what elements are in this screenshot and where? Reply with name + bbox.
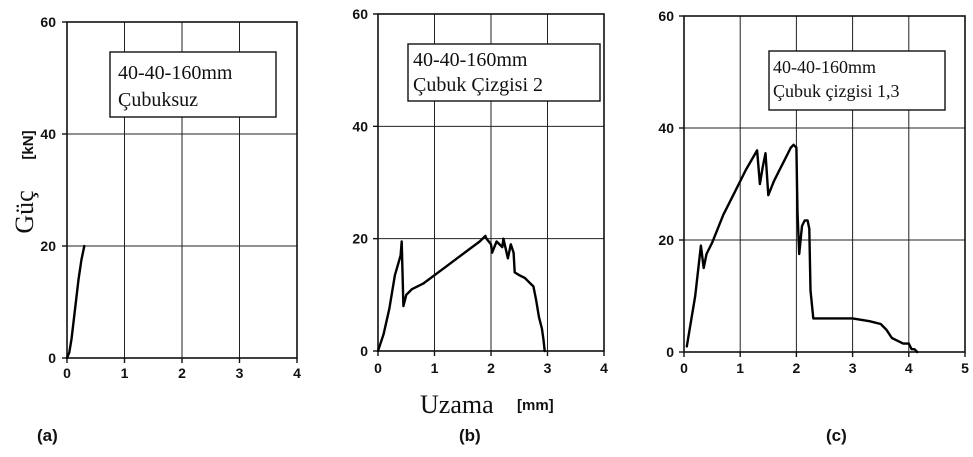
- annotation-box: [109, 51, 277, 118]
- x-tick-label: 0: [63, 365, 71, 381]
- y-tick-label: 40: [40, 126, 56, 142]
- y-tick-label: 60: [658, 8, 674, 24]
- x-tick-label: 3: [544, 360, 552, 376]
- y-tick-label: 20: [40, 238, 56, 254]
- x-tick-label: 2: [487, 360, 495, 376]
- series-line: [685, 143, 919, 354]
- panel-c: 0 1 2 3 4 5 0 20 40 60 40-40-160mm Çubuk çizgisi 1,…: [658, 8, 969, 445]
- y-axis-title: Güç: [10, 190, 39, 233]
- annotation-text: 40-40-160mm: [773, 57, 876, 77]
- x-tick-label: 4: [905, 360, 913, 376]
- y-tick-label: 40: [658, 120, 674, 136]
- y-tick-label: 0: [48, 350, 56, 366]
- x-tick-label: 0: [680, 360, 688, 376]
- annotation-text: 40-40-160mm: [413, 49, 528, 71]
- annotation-text: Çubuksuz: [118, 89, 198, 111]
- annotation-box: [407, 43, 601, 102]
- panel-label: (b): [459, 426, 481, 445]
- x-tick-label: 4: [600, 360, 608, 376]
- plot-frame: [683, 15, 966, 353]
- x-tick-label: 2: [793, 360, 801, 376]
- y-tick-label: 0: [666, 344, 674, 360]
- annotation-text: 40-40-160mm: [118, 62, 233, 84]
- annotation-text: Çubuk Çizgisi 2: [413, 74, 543, 96]
- y-axis-unit: [kN]: [20, 130, 37, 159]
- series-line: [376, 234, 546, 353]
- x-axis-unit: [mm]: [517, 397, 554, 414]
- y-tick-label: 60: [40, 14, 56, 30]
- x-tick-label: 4: [293, 365, 301, 381]
- y-tick-label: 0: [360, 343, 368, 359]
- panel-label: (a): [37, 426, 58, 445]
- x-tick-label: 3: [236, 365, 244, 381]
- y-tick-label: 60: [352, 6, 368, 22]
- x-tick-label: 1: [736, 360, 744, 376]
- annotation-box: [768, 50, 946, 111]
- x-tick-label: 3: [849, 360, 857, 376]
- y-tick-label: 20: [352, 231, 368, 247]
- y-tick-label: 40: [352, 118, 368, 134]
- x-tick-label: 2: [178, 365, 186, 381]
- x-tick-label: 1: [121, 365, 129, 381]
- x-axis-title: Uzama: [420, 390, 494, 419]
- x-tick-label: 0: [374, 360, 382, 376]
- annotation-text: Çubuk çizgisi 1,3: [773, 81, 900, 101]
- x-tick-label: 1: [431, 360, 439, 376]
- series-line: [65, 244, 86, 360]
- y-tick-label: 20: [658, 232, 674, 248]
- panel-label: (c): [826, 426, 847, 445]
- x-tick-label: 5: [961, 360, 969, 376]
